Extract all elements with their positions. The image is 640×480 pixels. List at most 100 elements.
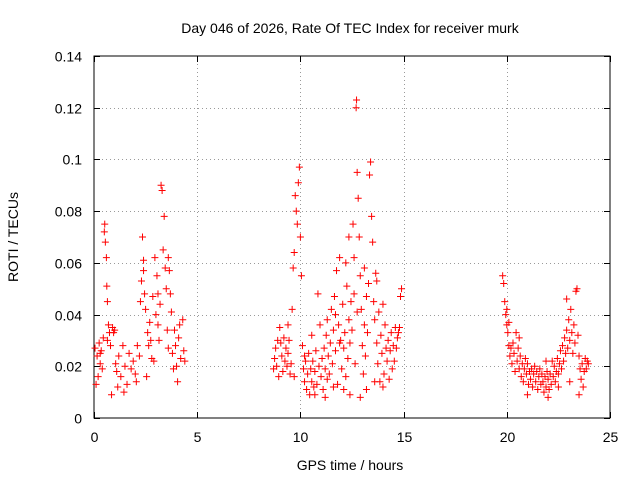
data-point — [278, 352, 286, 360]
data-point — [322, 331, 330, 339]
data-point — [175, 334, 183, 342]
data-point — [144, 329, 152, 337]
data-point — [129, 357, 137, 365]
data-point — [165, 267, 173, 275]
data-point — [548, 357, 556, 365]
data-point — [336, 254, 344, 262]
data-point — [164, 344, 172, 352]
data-point — [369, 238, 377, 246]
data-point — [176, 321, 184, 329]
data-point — [374, 360, 382, 368]
data-point — [328, 360, 336, 368]
data-point — [100, 228, 108, 236]
data-point — [318, 355, 326, 363]
data-point — [517, 373, 525, 381]
data-point — [91, 344, 99, 352]
data-point — [562, 349, 570, 357]
data-point — [398, 285, 406, 293]
data-point — [556, 347, 564, 355]
data-point — [554, 383, 562, 391]
data-point — [549, 373, 557, 381]
data-point — [282, 344, 290, 352]
data-point — [504, 329, 512, 337]
data-point — [290, 249, 298, 257]
data-point — [285, 336, 293, 344]
data-point — [560, 357, 568, 365]
data-point — [320, 344, 328, 352]
x-tick-label: 20 — [500, 429, 516, 445]
data-point — [381, 321, 389, 329]
data-point — [544, 393, 552, 401]
x-tick-labels: 0 5 10 15 20 25 — [91, 429, 619, 445]
data-point — [350, 254, 358, 262]
data-point — [135, 352, 143, 360]
data-point — [115, 352, 123, 360]
data-point — [348, 326, 356, 334]
data-point — [98, 365, 106, 373]
data-point — [330, 292, 338, 300]
data-point — [160, 212, 168, 220]
data-point — [140, 256, 148, 264]
data-point — [579, 383, 587, 391]
data-point — [113, 367, 121, 375]
data-point — [387, 329, 395, 337]
data-point — [283, 362, 291, 370]
data-point — [149, 292, 157, 300]
data-point — [373, 339, 381, 347]
data-point — [342, 373, 350, 381]
data-point — [340, 344, 348, 352]
data-point — [383, 357, 391, 365]
data-point — [299, 365, 307, 373]
data-point — [531, 362, 539, 370]
data-point — [103, 282, 111, 290]
data-point — [143, 373, 151, 381]
data-point — [154, 321, 162, 329]
data-point — [181, 357, 189, 365]
data-point — [127, 365, 135, 373]
data-point — [500, 280, 508, 288]
data-point — [536, 365, 544, 373]
data-point — [151, 254, 159, 262]
data-point — [346, 391, 354, 399]
data-point — [108, 391, 116, 399]
data-point — [561, 334, 569, 342]
data-point — [366, 171, 374, 179]
data-point — [301, 352, 309, 360]
data-point — [324, 352, 332, 360]
data-point — [168, 349, 176, 357]
data-point — [145, 342, 153, 350]
data-point — [107, 342, 115, 350]
data-point — [362, 386, 370, 394]
data-point — [345, 316, 353, 324]
data-point — [321, 365, 329, 373]
data-point — [131, 370, 139, 378]
data-point — [545, 386, 553, 394]
data-point — [368, 212, 376, 220]
data-point — [142, 305, 150, 313]
data-point — [104, 321, 112, 329]
data-point — [379, 383, 387, 391]
chart-title: Day 046 of 2026, Rate Of TEC Index for r… — [181, 20, 519, 36]
data-point — [354, 194, 362, 202]
data-point — [393, 334, 401, 342]
data-point — [346, 339, 354, 347]
data-point — [314, 290, 322, 298]
data-point — [158, 186, 166, 194]
data-point — [505, 318, 513, 326]
data-point — [150, 357, 158, 365]
data-point — [119, 342, 127, 350]
data-point — [341, 329, 349, 337]
data-point — [117, 373, 125, 381]
data-point — [539, 378, 547, 386]
data-point — [302, 357, 310, 365]
data-point — [139, 233, 147, 241]
data-point — [375, 308, 383, 316]
data-point — [372, 269, 380, 277]
data-point — [532, 378, 540, 386]
data-point — [296, 233, 304, 241]
data-point — [133, 342, 141, 350]
data-point — [515, 334, 523, 342]
data-point — [566, 336, 574, 344]
data-point — [297, 272, 305, 280]
data-point — [569, 349, 577, 357]
